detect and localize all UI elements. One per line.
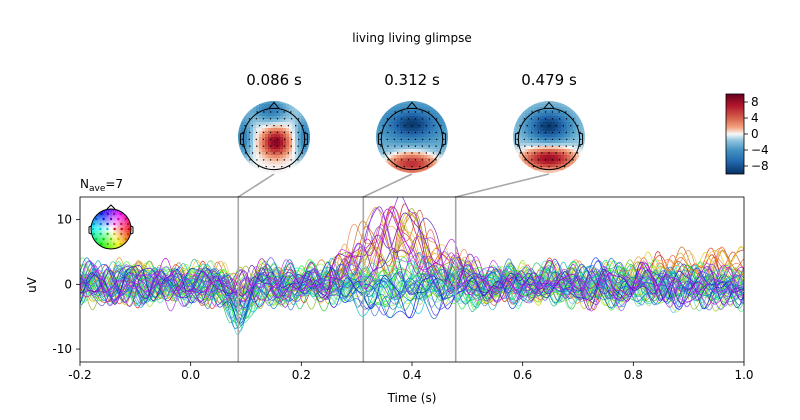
topomap-connector-lines [237, 173, 550, 198]
sensor-dots [379, 111, 445, 168]
left-ear [514, 132, 519, 146]
nose [543, 101, 555, 109]
channel-traces [80, 197, 744, 336]
x-tick-label: 0.2 [292, 368, 311, 382]
x-tick-label: 0.4 [402, 368, 421, 382]
x-tick-label: -0.2 [68, 368, 91, 382]
left-ear [377, 132, 382, 146]
channel-trace [80, 208, 744, 305]
channel-trace [80, 208, 744, 312]
y-tick-label: 10 [57, 213, 72, 227]
figure-title: living living glimpse [352, 31, 472, 45]
channel-trace [80, 257, 744, 326]
colorbar-tick-label: −8 [751, 159, 769, 173]
colorbar: 8 4 0 −4 −8 [725, 93, 769, 175]
left-ear [239, 132, 244, 146]
right-ear [304, 132, 309, 146]
x-tick-label: 0.6 [513, 368, 532, 382]
topomap-field [238, 101, 310, 173]
connector-line [455, 173, 550, 198]
y-tick-label: -10 [52, 342, 72, 356]
x-tick-label: 1.0 [734, 368, 753, 382]
colorbar-tick-label: 8 [751, 95, 759, 109]
time-marker-lines [237, 197, 457, 362]
x-tick-label: 0.0 [181, 368, 200, 382]
inset-head-outline [90, 208, 132, 250]
topomap-0-time-label: 0.086 s [246, 71, 302, 89]
colorbar-gradient [725, 93, 745, 175]
colorbar-tick-label: −4 [751, 143, 769, 157]
butterfly-plot: -0.2 0.0 0.2 0.4 0.6 0.8 1.0 -10 0 10 Time (s) u… [25, 196, 754, 405]
y-tick-label: 0 [64, 277, 72, 291]
right-ear [442, 132, 447, 146]
sensor-dots [241, 111, 307, 168]
connector-line [237, 173, 275, 198]
x-axis-label: Time (s) [387, 391, 437, 405]
connector-line [362, 173, 413, 198]
head-outline [517, 107, 581, 171]
colorbar-tick-label: 0 [751, 127, 759, 141]
channel-trace [80, 261, 744, 319]
topomap-1-time-label: 0.312 s [384, 71, 440, 89]
channel-trace [80, 262, 744, 324]
head-outline [380, 107, 444, 171]
channel-trace [80, 206, 744, 308]
topomap-field [513, 101, 585, 173]
head-outline [242, 107, 306, 171]
nose [268, 101, 280, 109]
nose [406, 101, 418, 109]
topomap-1: 0.312 s [376, 71, 448, 173]
nave-label: Nave=7 [80, 177, 123, 194]
y-axis-label: uV [25, 276, 39, 293]
sensor-dots [516, 111, 582, 168]
topomap-field [376, 101, 448, 173]
topomap-2-time-label: 0.479 s [521, 71, 577, 89]
channel-trace [80, 197, 744, 308]
colorbar-tick-label: 4 [751, 111, 759, 125]
topomap-0: 0.086 s [238, 71, 310, 173]
y-axis-ticks: -10 0 10 [52, 213, 80, 356]
channel-trace [80, 206, 744, 308]
right-ear [579, 132, 584, 146]
sensor-location-inset [88, 204, 134, 250]
topomap-2: 0.479 s [513, 71, 585, 173]
x-tick-label: 0.8 [624, 368, 643, 382]
channel-trace [80, 212, 744, 311]
x-axis-ticks: -0.2 0.0 0.2 0.4 0.6 0.8 1.0 [68, 362, 754, 382]
